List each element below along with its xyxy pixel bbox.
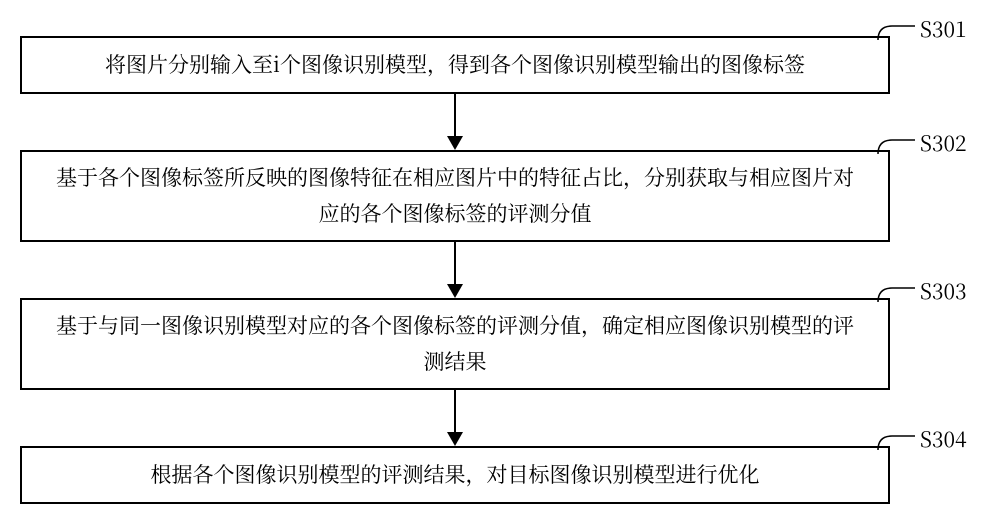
step-text-s303: 基于与同一图像识别模型对应的各个图像标签的评测分值，确定相应图像识别模型的评 测…	[56, 308, 854, 379]
step-text-s302: 基于各个图像标签所反映的图像特征在相应图片中的特征占比，分别获取与相应图片对 应…	[56, 160, 854, 231]
step-box-s301: 将图片分别输入至i个图像识别模型，得到各个图像识别模型输出的图像标签	[20, 36, 890, 94]
step-label-s301: S301	[920, 14, 967, 44]
step-label-s303: S303	[920, 276, 967, 306]
callout-s303	[862, 284, 917, 318]
step-box-s302: 基于各个图像标签所反映的图像特征在相应图片中的特征占比，分别获取与相应图片对 应…	[20, 150, 890, 242]
arrow-2	[445, 242, 465, 298]
step-text-s301: 将图片分别输入至i个图像识别模型，得到各个图像识别模型输出的图像标签	[105, 47, 805, 83]
step-label-s302: S302	[920, 128, 967, 158]
step-box-s303: 基于与同一图像识别模型对应的各个图像标签的评测分值，确定相应图像识别模型的评 测…	[20, 298, 890, 390]
callout-s302	[862, 136, 917, 170]
flowchart-canvas: 将图片分别输入至i个图像识别模型，得到各个图像识别模型输出的图像标签 S301 基于…	[0, 0, 1000, 530]
step-box-s304: 根据各个图像识别模型的评测结果，对目标图像识别模型进行优化	[20, 446, 890, 504]
step-text-s304: 根据各个图像识别模型的评测结果，对目标图像识别模型进行优化	[151, 457, 760, 493]
step-label-s304: S304	[920, 424, 967, 454]
callout-s304	[862, 432, 917, 466]
arrow-1	[445, 94, 465, 150]
arrow-3	[445, 390, 465, 446]
callout-s301	[862, 22, 917, 56]
